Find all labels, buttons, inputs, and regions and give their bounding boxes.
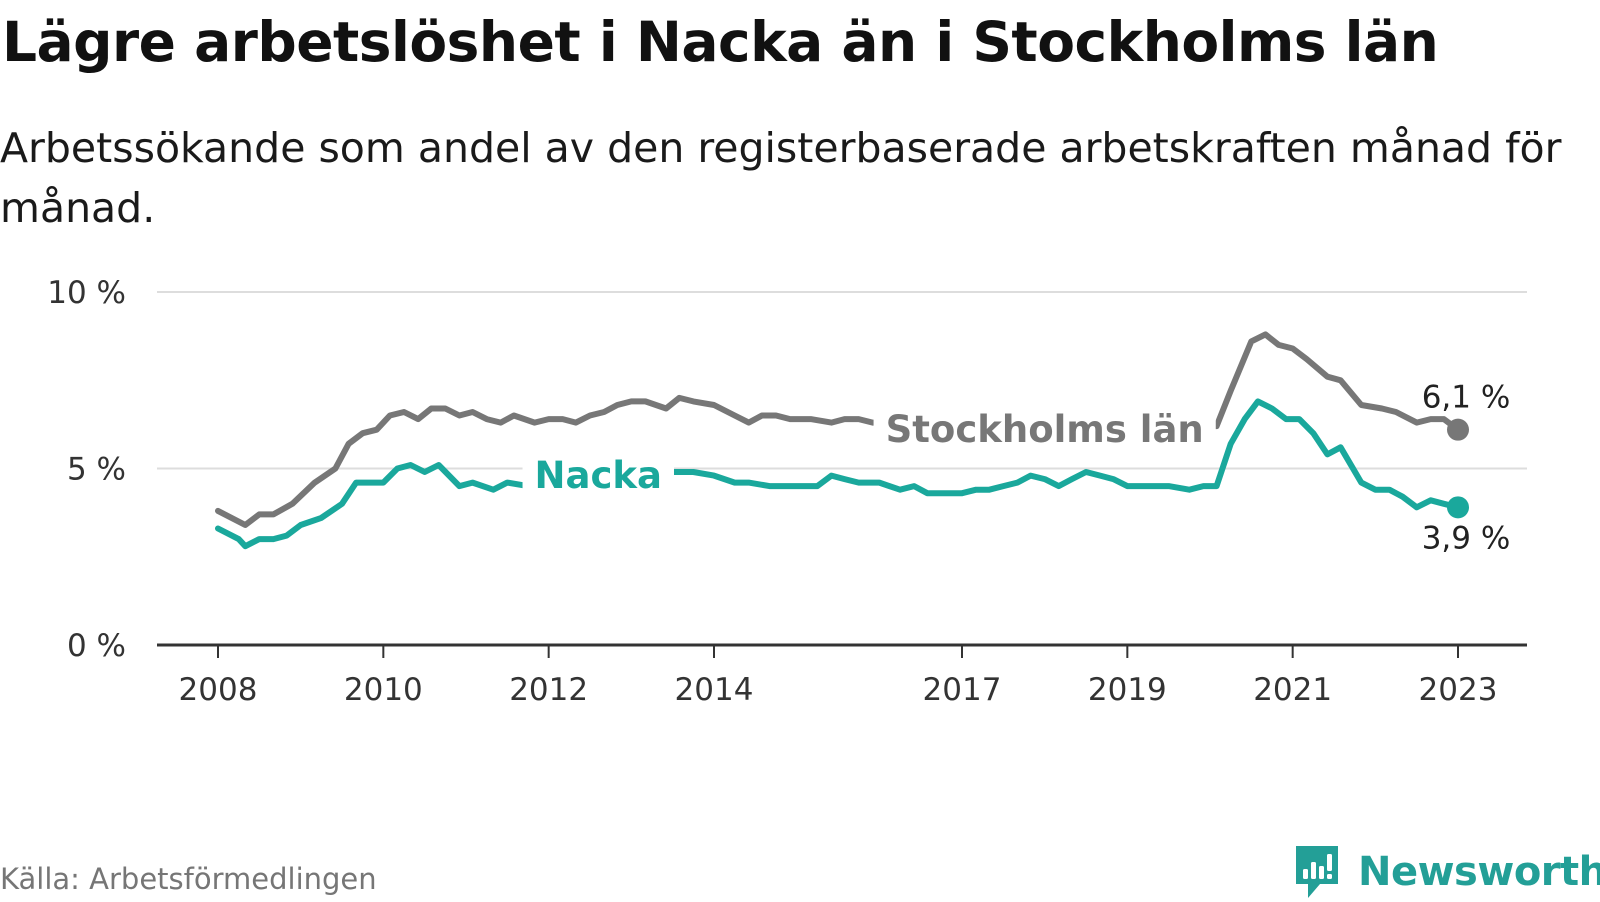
brand-logo: Newsworthy bbox=[1292, 842, 1600, 902]
x-axis-ticks: 2008 2010 2012 2014 2017 2019 2021 2023 bbox=[179, 645, 1498, 708]
series-name-label: Stockholms län bbox=[886, 408, 1204, 451]
series-name-label: Nacka bbox=[535, 454, 662, 497]
y-tick-label: 0 % bbox=[67, 628, 126, 664]
x-tick-label: 2019 bbox=[1088, 672, 1167, 708]
y-tick-label: 5 % bbox=[67, 452, 126, 488]
end-value-label-nacka: 3,9 % bbox=[1422, 520, 1511, 556]
y-tick-label: 10 % bbox=[47, 275, 126, 311]
series-line-stockholms-l-n bbox=[215, 331, 1461, 528]
source-note: Källa: Arbetsförmedlingen bbox=[0, 862, 377, 896]
x-tick-label: 2010 bbox=[344, 672, 423, 708]
series-name-label-background bbox=[522, 447, 674, 503]
series-line-nacka bbox=[215, 398, 1461, 550]
x-tick-label: 2017 bbox=[923, 672, 1002, 708]
newsworthy-logo-icon bbox=[1296, 846, 1338, 898]
series-labels: 6,1 % 3,9 % Nacka Stockholms län bbox=[522, 380, 1511, 556]
series-name-label-background bbox=[873, 401, 1216, 457]
brand-name: Newsworthy bbox=[1358, 849, 1600, 895]
x-tick-label: 2012 bbox=[509, 672, 588, 708]
x-tick-label: 2008 bbox=[179, 672, 258, 708]
series-lines bbox=[215, 331, 1469, 550]
y-axis: 0 % 5 % 10 % bbox=[47, 275, 126, 664]
x-tick-label: 2021 bbox=[1253, 672, 1332, 708]
x-tick-label: 2023 bbox=[1419, 672, 1498, 708]
series-endpoint-stockholms-l-n bbox=[1447, 418, 1469, 441]
chart-title: Lägre arbetslöshet i Nacka än i Stockhol… bbox=[2, 10, 1439, 74]
series-endpoint-nacka bbox=[1447, 496, 1469, 519]
chart-subtitle: Arbetssökande som andel av den registerb… bbox=[0, 124, 1562, 232]
end-value-label-stockholms-l-n: 6,1 % bbox=[1422, 380, 1511, 416]
x-tick-label: 2014 bbox=[675, 672, 754, 708]
gridlines bbox=[157, 291, 1527, 470]
